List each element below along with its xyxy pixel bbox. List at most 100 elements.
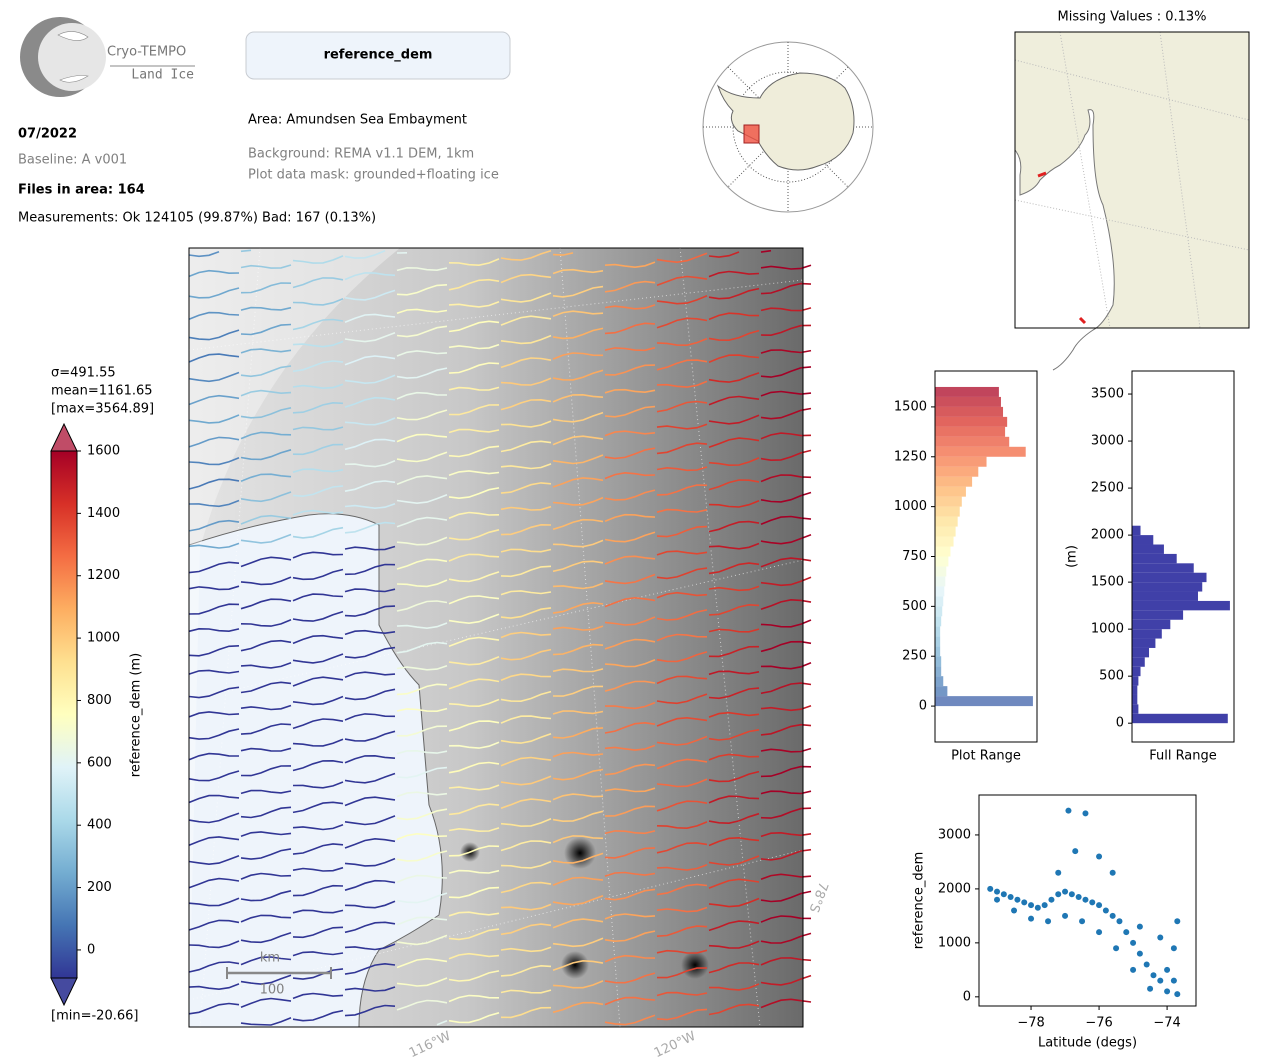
track bbox=[708, 287, 760, 300]
tick-label: 600 bbox=[87, 755, 112, 770]
track bbox=[708, 329, 760, 342]
track bbox=[604, 1014, 656, 1026]
track bbox=[552, 1001, 604, 1014]
logo-subtitle: Land Ice bbox=[131, 68, 194, 83]
track bbox=[656, 484, 708, 496]
tick-label: 1500 bbox=[894, 399, 927, 414]
track bbox=[500, 463, 552, 470]
track bbox=[344, 250, 386, 259]
track bbox=[240, 249, 252, 253]
track bbox=[552, 685, 604, 697]
track bbox=[396, 707, 448, 713]
tick-label: 1000 bbox=[894, 499, 927, 514]
track bbox=[708, 251, 740, 258]
track bbox=[396, 850, 448, 862]
track bbox=[448, 278, 500, 291]
bar bbox=[935, 686, 948, 697]
track bbox=[500, 733, 552, 744]
bar bbox=[935, 626, 941, 637]
track bbox=[708, 437, 760, 449]
track bbox=[292, 526, 344, 539]
track bbox=[292, 968, 344, 980]
track bbox=[552, 625, 604, 631]
track bbox=[500, 1006, 552, 1019]
track bbox=[396, 325, 448, 338]
track bbox=[708, 457, 760, 467]
track bbox=[552, 352, 604, 360]
tick-label: −76 bbox=[1085, 1016, 1112, 1031]
track bbox=[552, 539, 604, 548]
point bbox=[1028, 915, 1035, 922]
track bbox=[708, 542, 760, 550]
bar bbox=[935, 636, 941, 647]
bar bbox=[1132, 676, 1139, 686]
bar bbox=[935, 426, 1006, 437]
track bbox=[500, 398, 552, 411]
track bbox=[604, 346, 656, 352]
track bbox=[188, 919, 240, 931]
track bbox=[240, 974, 292, 985]
track bbox=[292, 653, 344, 664]
point bbox=[1055, 869, 1062, 876]
track bbox=[604, 996, 656, 1006]
track bbox=[396, 367, 448, 379]
tick-label: 750 bbox=[902, 549, 927, 564]
track bbox=[656, 863, 708, 871]
bar bbox=[1132, 591, 1198, 601]
track bbox=[656, 567, 708, 580]
track bbox=[500, 756, 552, 767]
track bbox=[344, 943, 396, 951]
track bbox=[552, 937, 604, 948]
point bbox=[1082, 896, 1089, 903]
track bbox=[552, 411, 604, 423]
bar bbox=[935, 466, 979, 477]
bar bbox=[1132, 704, 1139, 714]
track bbox=[500, 631, 552, 639]
point bbox=[1136, 923, 1143, 930]
track bbox=[500, 482, 552, 494]
track bbox=[396, 516, 448, 528]
track bbox=[448, 571, 500, 583]
colorbar: 0 200 400 600 800 1000 1200 1400 1600 bbox=[50, 422, 120, 1007]
track bbox=[500, 420, 552, 428]
track bbox=[292, 401, 344, 414]
track bbox=[396, 725, 448, 737]
track bbox=[292, 824, 344, 831]
track bbox=[188, 353, 240, 363]
track bbox=[396, 451, 448, 463]
track bbox=[396, 622, 448, 630]
track bbox=[188, 561, 240, 574]
track bbox=[604, 830, 656, 835]
colorbar-label: reference_dem (m) bbox=[129, 653, 144, 777]
track bbox=[396, 916, 448, 926]
bar bbox=[935, 536, 954, 547]
missing-map bbox=[1014, 31, 1250, 371]
track bbox=[292, 992, 344, 1000]
track bbox=[344, 417, 396, 426]
track bbox=[448, 656, 500, 666]
point bbox=[1000, 891, 1007, 898]
track bbox=[500, 798, 552, 809]
track bbox=[188, 251, 220, 258]
track bbox=[552, 852, 604, 864]
track bbox=[240, 598, 292, 610]
track bbox=[656, 1008, 708, 1021]
track bbox=[240, 723, 292, 735]
track bbox=[552, 959, 604, 971]
track bbox=[292, 360, 344, 373]
track bbox=[604, 787, 656, 793]
point bbox=[1096, 902, 1103, 909]
track bbox=[240, 556, 292, 568]
point bbox=[1143, 961, 1150, 968]
track bbox=[240, 449, 292, 461]
track bbox=[604, 680, 656, 692]
point bbox=[1068, 891, 1075, 898]
track bbox=[344, 629, 396, 636]
track bbox=[240, 1016, 292, 1026]
tick-label: 1500 bbox=[1091, 575, 1124, 590]
point bbox=[1170, 945, 1177, 952]
track bbox=[448, 970, 500, 982]
track bbox=[240, 389, 292, 397]
track bbox=[188, 585, 240, 591]
